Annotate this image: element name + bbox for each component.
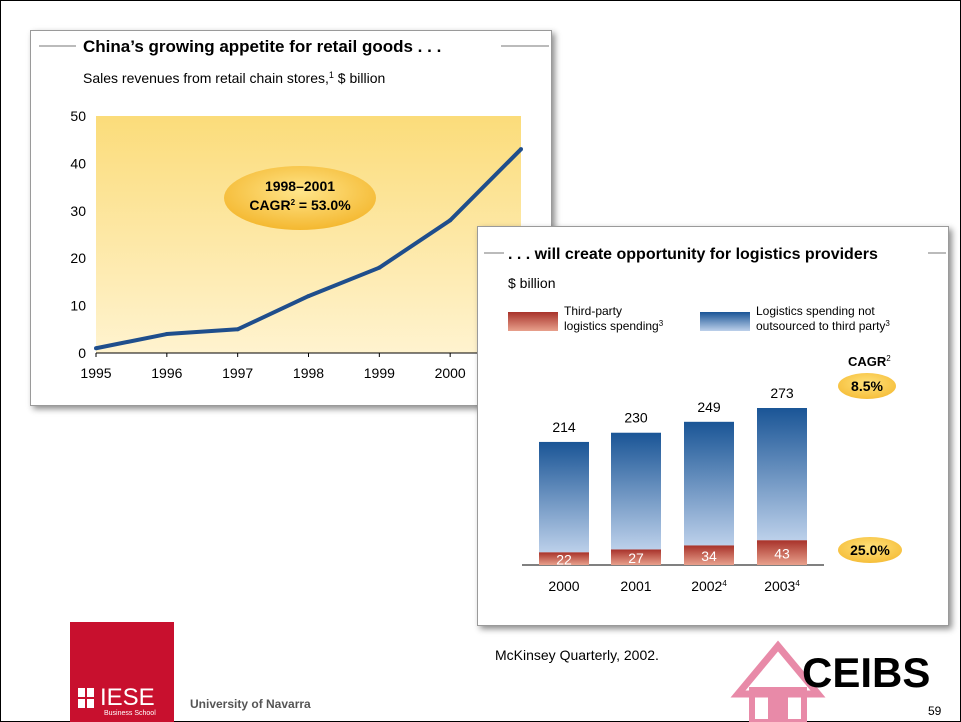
x-category-label: 2000	[548, 578, 579, 594]
iese-shield-icon	[78, 688, 94, 708]
cagr-total-badge: 8.5%	[838, 373, 896, 399]
legend-label-not-outsourced-2: outsourced to third party3	[756, 319, 890, 333]
x-category-label: 2001	[620, 578, 651, 594]
bar-not-outsourced	[611, 432, 661, 550]
iese-wordmark: IESE	[100, 684, 155, 711]
bar-not-outsourced	[539, 441, 589, 553]
cagr-third-party-value: 25.0%	[850, 542, 890, 558]
bar-third-party	[611, 549, 661, 565]
iese-logo: IESE Business School	[70, 622, 174, 722]
iese-subtitle: Business School	[104, 710, 156, 717]
bar-chart: . . . will create opportunity for logist…	[484, 246, 946, 594]
bar-third-party	[684, 545, 734, 565]
line-point	[235, 327, 240, 332]
x-tick-label: 1998	[293, 365, 324, 381]
bar-total-label: 273	[770, 385, 794, 401]
bar-total-label: 214	[552, 419, 576, 435]
line-point	[94, 346, 98, 351]
bar-third-party-label: 27	[628, 550, 644, 566]
university-label: University of Navarra	[190, 697, 311, 711]
bar-total-label: 230	[624, 410, 648, 426]
cagr-label: CAGR2	[848, 354, 891, 369]
x-tick-label: 2000	[435, 365, 466, 381]
bar-chart-title: . . . will create opportunity for logist…	[508, 246, 878, 263]
y-tick-label: 0	[78, 345, 86, 361]
ceibs-house-icon: CEIBS	[730, 640, 930, 722]
callout-years: 1998–2001	[265, 178, 335, 194]
callout-oval	[224, 166, 376, 230]
bar-third-party	[757, 540, 807, 565]
x-tick-label: 1995	[80, 365, 111, 381]
bar-third-party-label: 22	[556, 552, 572, 568]
legend-label-third-party-2: logistics spending3	[564, 319, 664, 333]
bar-third-party	[539, 552, 589, 565]
y-tick-label: 40	[70, 155, 86, 171]
legend-swatch-not-outsourced	[700, 312, 750, 331]
cagr-third-party-badge: 25.0%	[838, 537, 902, 563]
bar-not-outsourced	[757, 408, 807, 541]
bar-total-label: 249	[697, 399, 721, 415]
page-number: 59	[928, 704, 942, 718]
line-point	[519, 147, 523, 152]
bar-third-party-label: 34	[701, 548, 717, 564]
y-tick-label: 20	[70, 250, 86, 266]
line-chart-subtitle: Sales revenues from retail chain stores,…	[83, 70, 385, 86]
cagr-total-pill	[838, 373, 896, 399]
cagr-total-value: 8.5%	[851, 378, 883, 394]
y-tick-label: 50	[70, 108, 86, 124]
line-point	[377, 265, 382, 270]
line-plot-area: 0 10 20 30 40 50 1995 1996 1997 1998 1999 2000	[70, 108, 523, 381]
y-tick-label: 30	[70, 203, 86, 219]
line-chart-panel: China’s growing appetite for retail good…	[30, 30, 552, 406]
bar-plot-area: 22 214 2000 27 230 2001 34 249 20024 43 273 20034	[522, 385, 824, 594]
ceibs-logo: CEIBS	[718, 632, 958, 722]
x-category-label: 20034	[764, 578, 800, 594]
y-tick-label: 10	[70, 298, 86, 314]
line-chart-title: China’s growing appetite for retail good…	[83, 37, 441, 56]
legend-label-not-outsourced: Logistics spending not	[756, 304, 875, 318]
cagr-third-party-pill	[838, 537, 902, 563]
plot-background	[96, 116, 521, 353]
x-tick-label: 1996	[151, 365, 182, 381]
bar-not-outsourced	[684, 421, 734, 546]
callout-cagr: CAGR2 = 53.0%	[249, 197, 351, 213]
x-category-label: 20024	[691, 578, 727, 594]
source-citation: McKinsey Quarterly, 2002.	[495, 647, 659, 663]
line-point	[448, 218, 453, 223]
ceibs-wordmark: CEIBS	[802, 649, 930, 696]
x-tick-label: 1999	[364, 365, 395, 381]
bar-third-party-label: 43	[774, 546, 790, 562]
legend-swatch-third-party	[508, 312, 558, 331]
legend-label-third-party: Third-party	[564, 304, 622, 318]
bar-chart-unit: $ billion	[508, 275, 555, 291]
legend: Third-party logistics spending3 Logistic…	[508, 304, 890, 333]
cagr-callout: 1998–2001 CAGR2 = 53.0%	[224, 166, 376, 230]
line-point	[306, 294, 311, 299]
x-tick-label: 1997	[222, 365, 253, 381]
bar-chart-panel: . . . will create opportunity for logist…	[477, 226, 949, 626]
line-chart: China’s growing appetite for retail good…	[39, 37, 549, 381]
line-point	[164, 332, 169, 337]
